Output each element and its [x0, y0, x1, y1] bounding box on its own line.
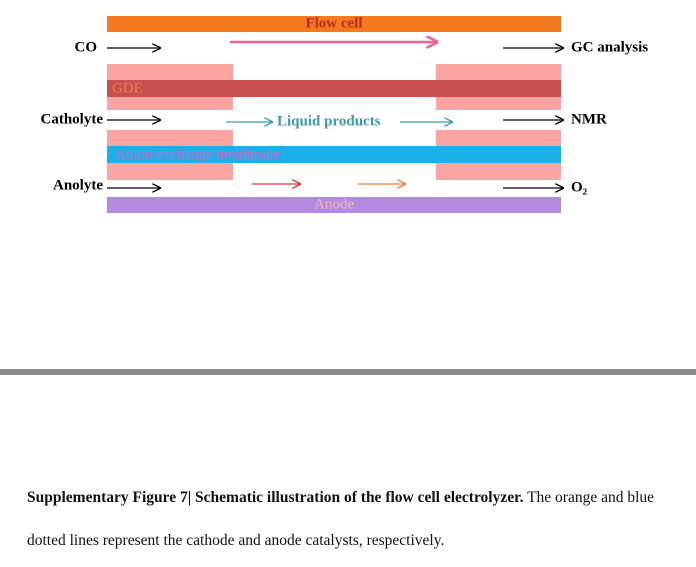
gde-label: GDE — [112, 80, 143, 96]
liquid-label: Liquid products — [277, 113, 381, 129]
co-label: CO — [75, 39, 98, 55]
flow-cell-label: Flow cell — [305, 15, 362, 31]
caption: Supplementary Figure 7| Schematic illust… — [27, 476, 677, 562]
diagram: Flow cell CO GC analysis GDE Catholyte L… — [0, 15, 696, 375]
membrane-label: Anion exchange membrane — [115, 146, 280, 162]
nmr-label: NMR — [571, 111, 607, 127]
gc-label: GC analysis — [571, 39, 648, 55]
anolyte-label: Anolyte — [53, 177, 103, 193]
caption-text: The orange and blue dotted lines represe… — [27, 489, 655, 549]
caption-title: Supplementary Figure 7| Schematic illust… — [27, 489, 524, 506]
divider — [0, 369, 696, 375]
anode-bar — [107, 197, 561, 213]
flow-cell-bar — [107, 16, 561, 32]
catholyte-label: Catholyte — [41, 111, 104, 127]
o2-label: O₂ — [571, 179, 588, 195]
membrane-bar — [107, 146, 561, 163]
anode-label: Anode — [314, 196, 354, 212]
gde-bar — [107, 80, 561, 97]
